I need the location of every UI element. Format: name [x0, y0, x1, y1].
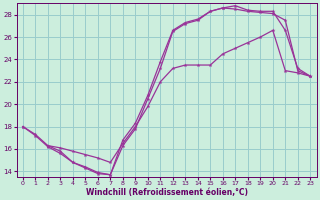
- X-axis label: Windchill (Refroidissement éolien,°C): Windchill (Refroidissement éolien,°C): [85, 188, 248, 197]
